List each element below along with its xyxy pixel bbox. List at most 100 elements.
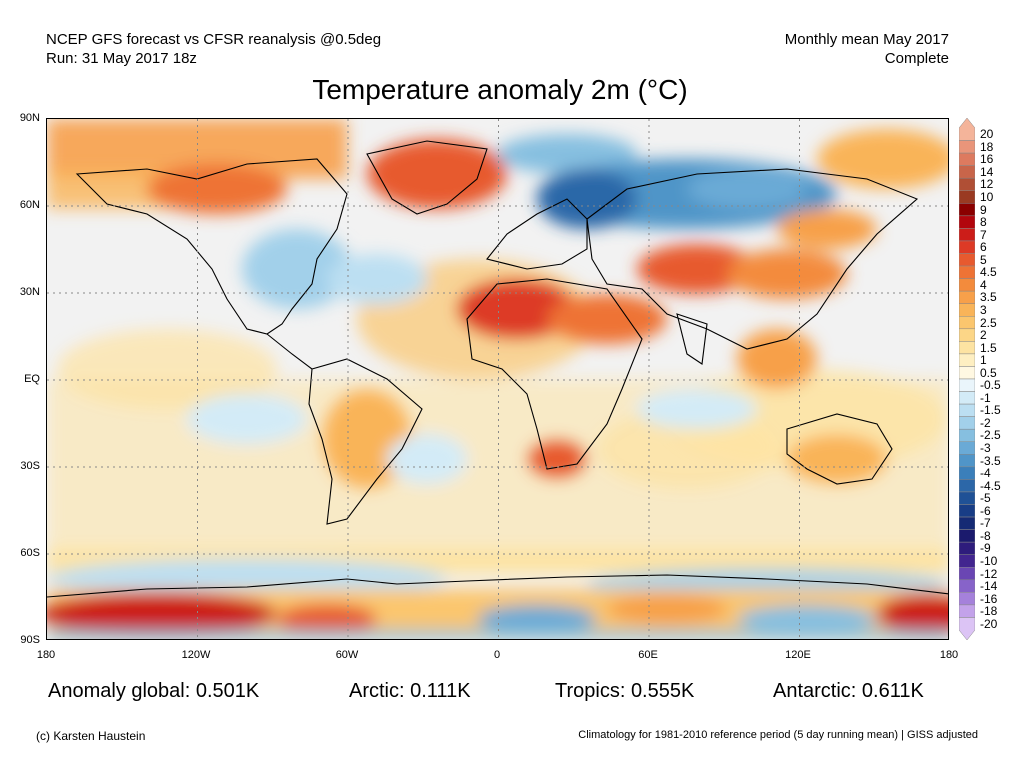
period-label: Monthly mean May 2017 — [784, 31, 949, 48]
colorbar-label: 1.5 — [980, 340, 997, 355]
colorbar-label: -0.5 — [980, 378, 1001, 393]
colorbar-label: -10 — [980, 553, 998, 568]
colorbar-swatch — [959, 466, 975, 480]
colorbar-label: -2.5 — [980, 428, 1001, 443]
lat-label-90s: 90S — [20, 634, 40, 646]
colorbar-swatch — [959, 391, 975, 405]
colorbar-swatch — [959, 441, 975, 455]
colorbar-swatch — [959, 378, 975, 392]
colorbar-label: -4.5 — [980, 478, 1001, 493]
colorbar-label: 14 — [980, 164, 994, 179]
colorbar-label: 5 — [980, 252, 987, 267]
colorbar-label: 2 — [980, 328, 987, 343]
lon-label-120w: 120W — [181, 649, 211, 661]
colorbar-swatch — [959, 529, 975, 543]
colorbar-swatch — [959, 177, 975, 192]
colorbar-label: 6 — [980, 240, 987, 255]
lon-label-180e: 180 — [939, 649, 959, 661]
colorbar-label: 7 — [980, 227, 987, 242]
colorbar-label: 2.5 — [980, 315, 997, 330]
colorbar-swatch — [959, 353, 975, 367]
colorbar-swatch — [959, 328, 975, 342]
anomaly-map — [46, 118, 949, 640]
graticule — [47, 119, 948, 639]
colorbar-swatch — [959, 303, 975, 317]
colorbar-swatch — [959, 253, 975, 267]
colorbar-swatch — [959, 541, 975, 555]
colorbar-swatch — [959, 190, 975, 204]
colorbar-label: 12 — [980, 177, 994, 192]
colorbar-label: -1.5 — [980, 403, 1001, 418]
colorbar-swatch — [959, 617, 975, 640]
lat-label-60s: 60S — [20, 547, 40, 559]
lat-label-60n: 60N — [19, 199, 40, 211]
colorbar-label: -7 — [980, 516, 991, 531]
colorbar-label: -8 — [980, 528, 991, 543]
colorbar-swatch — [959, 567, 975, 581]
colorbar-label: 3.5 — [980, 290, 997, 305]
colorbar-swatch — [959, 554, 975, 568]
header-right: Monthly mean May 2017 Complete — [785, 30, 949, 68]
anomaly-global: Anomaly global: 0.501K — [48, 680, 260, 702]
colorbar-swatch — [959, 504, 975, 518]
colorbar-swatch — [959, 240, 975, 254]
colorbar-swatch — [959, 316, 975, 330]
colorbar — [959, 118, 975, 640]
colorbar-swatch — [959, 215, 975, 229]
colorbar-swatch — [959, 341, 975, 355]
lat-label-30s: 30S — [20, 460, 40, 472]
colorbar-swatch — [959, 290, 975, 304]
colorbar-label: 9 — [980, 202, 987, 217]
colorbar-swatch — [959, 479, 975, 493]
map-title: Temperature anomaly 2m (°C) — [312, 74, 688, 105]
colorbar-swatch — [959, 491, 975, 505]
colorbar-swatch — [959, 118, 975, 141]
colorbar-label: 20 — [980, 127, 994, 142]
run-time: Run: 31 May 2017 18z — [46, 50, 197, 67]
lat-label-30n: 30N — [19, 286, 40, 298]
colorbar-label: -6 — [980, 503, 991, 518]
colorbar-label: -4 — [980, 466, 991, 481]
colorbar-label: -14 — [980, 579, 998, 594]
colorbar-label: 8 — [980, 215, 987, 230]
colorbar-label: 0.5 — [980, 365, 997, 380]
colorbar-swatch — [959, 152, 975, 166]
colorbar-swatch — [959, 454, 975, 468]
colorbar-label: -3 — [980, 441, 991, 456]
coastlines — [47, 140, 948, 598]
colorbar-swatch — [959, 592, 975, 606]
lon-label-60e: 60E — [638, 649, 658, 661]
colorbar-label: 4 — [980, 277, 987, 292]
colorbar-label: -12 — [980, 566, 998, 581]
colorbar-swatch — [959, 403, 975, 417]
colorbar-label: -2 — [980, 415, 991, 430]
colorbar-swatch — [959, 165, 975, 179]
completeness-label: Complete — [884, 50, 949, 67]
colorbar-label: 4.5 — [980, 265, 997, 280]
colorbar-label: -16 — [980, 591, 998, 606]
climatology-note: Climatology for 1981-2010 reference peri… — [578, 729, 978, 741]
colorbar-swatch — [959, 428, 975, 443]
colorbar-label: -18 — [980, 604, 998, 619]
colorbar-label: -1 — [980, 390, 991, 405]
lon-label-0: 0 — [493, 649, 501, 661]
colorbar-label: -9 — [980, 541, 991, 556]
lon-label-120e: 120E — [785, 649, 811, 661]
colorbar-swatch — [959, 366, 975, 380]
copyright: (c) Karsten Haustein — [36, 729, 146, 743]
colorbar-label: -20 — [980, 616, 998, 631]
colorbar-swatch — [959, 604, 975, 618]
colorbar-label: 18 — [980, 139, 994, 154]
lat-label-90n: 90N — [19, 112, 40, 124]
colorbar-swatch — [959, 579, 975, 593]
anomaly-arctic: Arctic: 0.111K — [349, 680, 471, 702]
anomaly-tropics: Tropics: 0.555K — [555, 680, 695, 702]
colorbar-label: -3.5 — [980, 453, 1001, 468]
colorbar-swatch — [959, 203, 975, 217]
model-description: NCEP GFS forecast vs CFSR reanalysis @0.… — [46, 31, 382, 48]
colorbar-label: -5 — [980, 491, 991, 506]
colorbar-swatch — [959, 516, 975, 530]
colorbar-swatch — [959, 416, 975, 430]
anomaly-map-graphic — [47, 119, 948, 639]
colorbar-label: 3 — [980, 302, 987, 317]
